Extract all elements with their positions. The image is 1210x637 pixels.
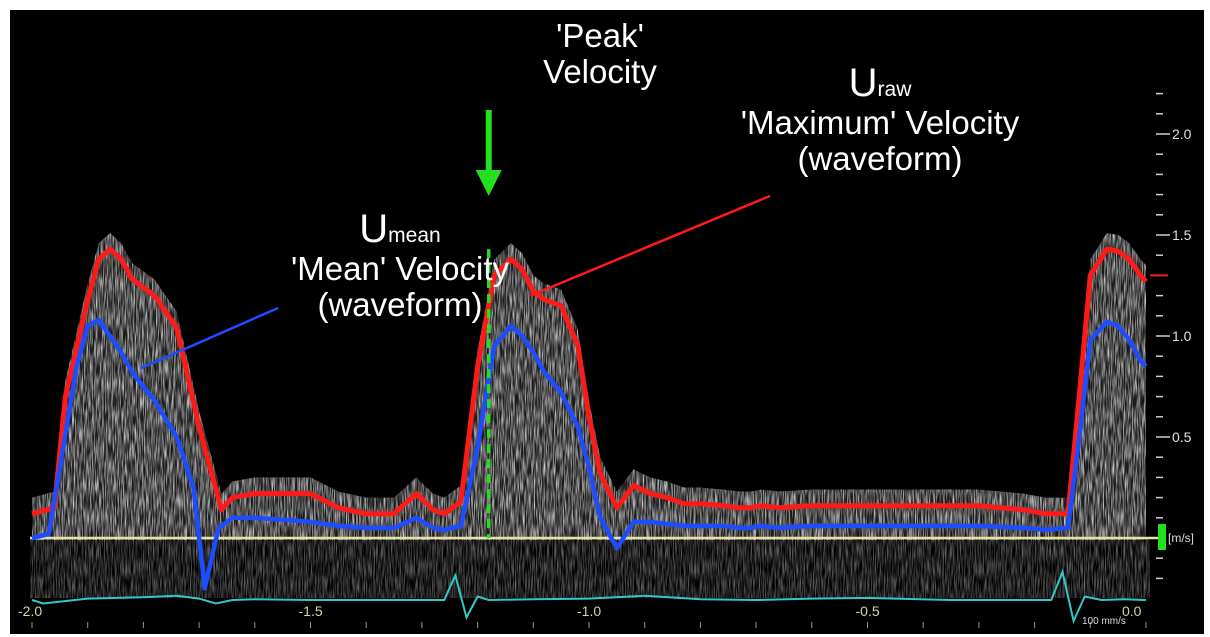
uraw-symbol-row: Uraw [690, 61, 1070, 105]
ecg-trace [31, 568, 1147, 625]
uraw-annotation: Uraw 'Maximum' Velocity (waveform) [690, 61, 1070, 177]
uraw-symbol: U [848, 61, 878, 105]
doppler-spectrum-panel: 2.0 1.5 1.0 0.5 -2.0 -1.5 -1.0 -0.5 0.0 [m/s] 1… [10, 10, 1204, 634]
umean-annotation: Umean 'Mean' Velocity (waveform) [250, 207, 550, 323]
y-tick-label: 2.0 [1172, 126, 1192, 142]
time-axis: -2.0 -1.5 -1.0 -0.5 0.0 [18, 603, 1147, 628]
y-tick-label: 1.0 [1172, 328, 1192, 344]
peak-annotation-line-1: 'Peak' [556, 17, 644, 54]
unit-indicator [1158, 524, 1166, 550]
peak-annotation-line-2: Velocity [543, 52, 657, 90]
x-tick-label: -2.0 [18, 603, 42, 619]
x-tick-label: -0.5 [856, 603, 880, 619]
y-unit-label: [m/s] [1168, 531, 1194, 545]
x-tick-label: -1.5 [299, 603, 323, 619]
velocity-plot: 2.0 1.5 1.0 0.5 -2.0 -1.5 -1.0 -0.5 0.0 [m/s] 1… [18, 92, 1194, 628]
mean-velocity-line [31, 317, 1148, 591]
uraw-line-1: 'Maximum' Velocity [740, 104, 1020, 142]
y-tick-label: 0.5 [1172, 429, 1192, 445]
sweep-speed-label: 100 mm/s [1082, 616, 1126, 627]
uraw-leader-line [530, 194, 771, 297]
velocity-scale: 2.0 1.5 1.0 0.5 [1150, 92, 1192, 580]
umean-line-1: 'Mean' Velocity [290, 250, 510, 288]
umean-subscript: mean [388, 224, 441, 247]
y-tick-label: 1.5 [1172, 227, 1192, 243]
umean-line-2: (waveform) [317, 285, 483, 323]
peak-arrow-icon [475, 110, 502, 196]
umean-leader-line [140, 306, 279, 370]
max-velocity-line [31, 246, 1148, 517]
reverse-flow-speckle [30, 538, 1150, 598]
x-tick-label: -1.0 [577, 603, 601, 619]
x-tick-label: 0.0 [1122, 603, 1142, 619]
uraw-subscript: raw [877, 78, 912, 101]
umean-symbol: U [359, 207, 389, 251]
uraw-line-2: (waveform) [797, 139, 963, 177]
umean-symbol-row: Umean [250, 207, 550, 251]
peak-velocity-annotation: 'Peak' Velocity [510, 18, 690, 89]
